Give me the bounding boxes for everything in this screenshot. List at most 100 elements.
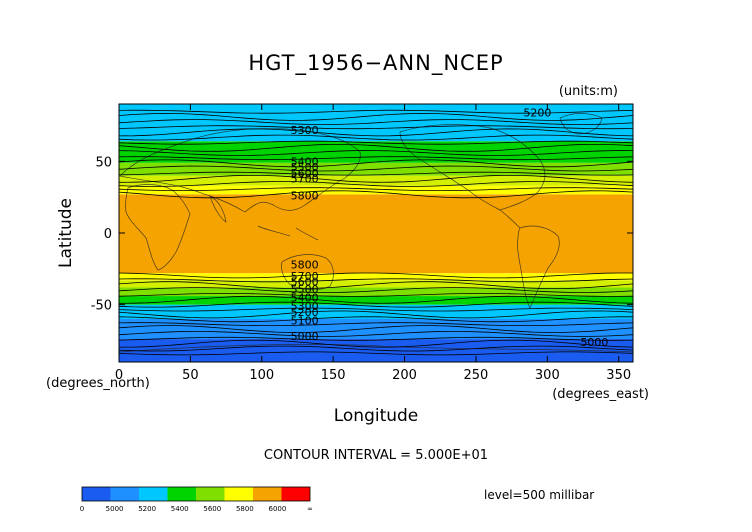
x-tick-label: 250: [464, 368, 489, 383]
x-axis-label: Longitude: [334, 406, 419, 426]
eurasia-outline: [119, 128, 361, 213]
contour-line: [119, 159, 633, 168]
x-tick-label: 50: [182, 368, 199, 383]
contour-line: [119, 119, 633, 125]
contour-line: [119, 190, 633, 199]
colorbar-swatch: [82, 487, 111, 501]
contour-label: 5700: [291, 173, 319, 186]
contour-label: 5500: [291, 161, 319, 174]
central-america-outline: [499, 209, 521, 229]
contour-line: [119, 345, 633, 352]
contour-label: 5600: [291, 276, 319, 289]
maritime-continent-outline: [257, 225, 319, 241]
contour-line: [119, 175, 633, 183]
contour-line: [119, 156, 633, 161]
colorbar-label: 0: [80, 505, 84, 513]
band-5400-5500: [119, 296, 633, 305]
contour-line: [119, 150, 633, 156]
contour-lines: [119, 109, 633, 356]
contour-label: 5100: [291, 314, 319, 327]
band-5600-5700: [119, 175, 633, 186]
colorbar-swatch: [167, 487, 196, 501]
contour-line: [119, 325, 633, 333]
contour-label: 5400: [291, 292, 319, 305]
y-unit-label: (degrees_north): [46, 376, 150, 391]
colorbar-label: 5800: [236, 505, 254, 513]
contour-line: [119, 293, 633, 297]
contour-line: [119, 331, 633, 337]
contour-label: 5800: [291, 259, 319, 272]
band-4900-5100: [119, 339, 633, 362]
contour-line: [119, 301, 633, 308]
colorbar: 0 5000 5200 5400 5600 5800 6000 ∞: [80, 486, 313, 513]
contour-line: [119, 165, 633, 172]
contour-label: 5500: [291, 283, 319, 296]
contour-line: [119, 322, 633, 326]
south-america-outline: [517, 225, 560, 309]
contour-label: 5400: [291, 155, 319, 168]
contour-line: [119, 187, 633, 191]
contour-label: 5800: [291, 190, 319, 203]
contour-line: [119, 281, 633, 289]
level-text: level=500 millibar: [484, 488, 594, 502]
x-tick-label: 0: [115, 368, 123, 383]
contour-label: 5200: [291, 306, 319, 319]
colorbar-swatch: [110, 487, 139, 501]
contour-line: [119, 171, 633, 176]
contour-line: [119, 307, 633, 312]
colorbar-label: 5600: [203, 505, 221, 513]
units-label: (units:m): [559, 84, 618, 99]
x-unit-label: (degrees_east): [552, 387, 649, 402]
contour-line: [119, 339, 633, 348]
colorbar-swatch: [224, 487, 253, 501]
chart-title: HGT_1956−ANN_NCEP: [248, 51, 503, 76]
contour-line: [119, 278, 633, 283]
antarctica-outline: [119, 344, 633, 353]
band-5800-5900: [119, 194, 633, 274]
colorbar-frame: [81, 486, 311, 502]
y-tick-label: 50: [95, 155, 112, 170]
contour-label: 5200: [523, 107, 551, 120]
contour-line: [119, 316, 633, 323]
band-5700-5800: [119, 273, 633, 281]
india-outline: [209, 195, 227, 223]
x-tick-label: 350: [606, 368, 631, 383]
contour-line: [119, 140, 633, 145]
colorbar-label: 5400: [171, 505, 189, 513]
x-tick-label: 200: [392, 368, 417, 383]
colorbar-swatch: [139, 487, 168, 501]
contour-line: [119, 109, 633, 114]
colorbar-swatch: [196, 487, 225, 501]
africa-outline: [125, 184, 191, 271]
contour-line: [119, 112, 633, 121]
x-axis-ticks: 0 50 100 150 200 250 300 350: [115, 104, 631, 383]
band-5700-5800: [119, 185, 633, 195]
colorbar-label: 6000: [269, 505, 287, 513]
band-5400-5500: [119, 141, 633, 163]
colorbar-label: ∞: [307, 505, 313, 513]
colorbar-label: 5200: [138, 505, 156, 513]
band-5100-5300: [119, 319, 633, 340]
contour-line: [119, 128, 633, 137]
colorbar-swatch: [253, 487, 282, 501]
contour-line: [119, 351, 633, 356]
y-tick-label: -50: [91, 299, 112, 314]
colorbar-swatch: [281, 487, 310, 501]
contour-line: [119, 144, 633, 152]
colorbar-label: 5000: [106, 505, 124, 513]
y-axis-ticks: -50 0 50: [91, 155, 633, 314]
contour-label: 5300: [291, 124, 319, 137]
contour-labels: 5200530054005500560057005800580057005600…: [291, 107, 609, 349]
contour-line: [119, 125, 633, 130]
contour-line: [119, 310, 633, 319]
contour-label: 5300: [291, 300, 319, 313]
contour-label: 5700: [291, 270, 319, 283]
australia-outline: [281, 254, 334, 291]
contour-label: 5600: [291, 167, 319, 180]
y-axis-label: Latitude: [56, 198, 76, 268]
contour-label: 5000: [580, 336, 608, 349]
contour-line: [119, 295, 633, 304]
contour-interval-text: CONTOUR INTERVAL = 5.000E+01: [264, 448, 488, 463]
contour-line: [119, 336, 633, 341]
